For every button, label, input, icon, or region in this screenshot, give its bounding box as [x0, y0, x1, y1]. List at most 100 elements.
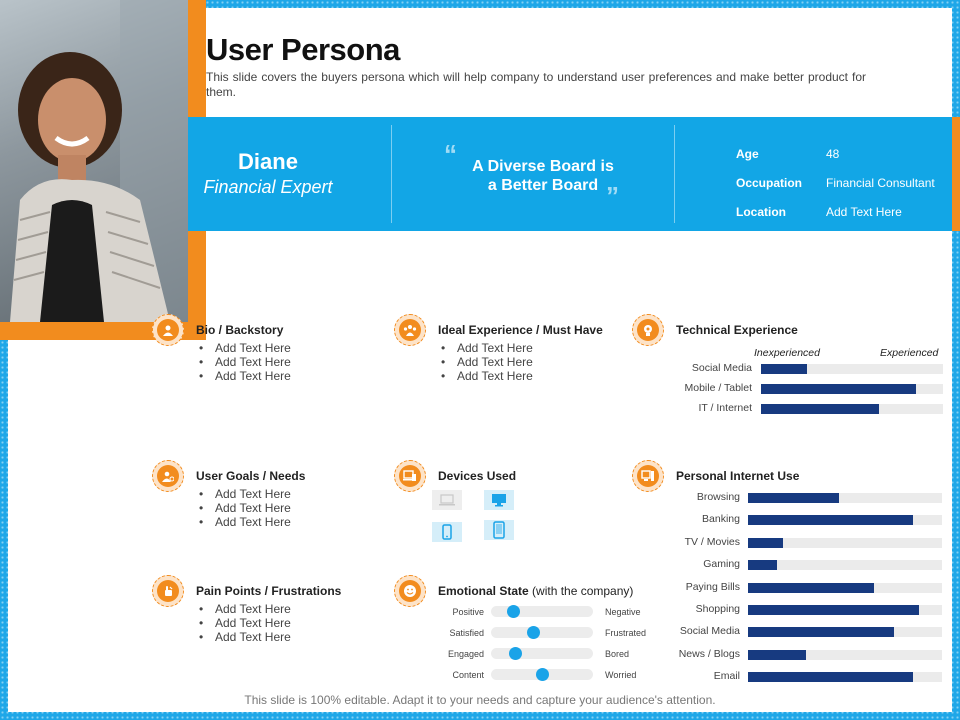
location-value: Add Text Here — [826, 205, 902, 219]
persona-role: Financial Expert — [203, 177, 333, 197]
bar-track — [748, 605, 942, 615]
bar — [748, 582, 875, 593]
emotion-right-label: Frustrated — [605, 628, 647, 638]
location-label: Location — [736, 205, 786, 219]
desktop-icon — [484, 490, 514, 510]
banner-accent — [952, 117, 960, 231]
bar — [748, 493, 840, 503]
group-icon — [394, 314, 426, 346]
persona-quote: A Diverse Board is a Better Board — [458, 157, 628, 195]
slider-handle[interactable] — [507, 605, 521, 618]
bar-track — [748, 582, 942, 593]
bar-label: Gaming — [703, 558, 740, 571]
persona-banner: Diane Financial Expert “ ” A Diverse Boa… — [188, 117, 960, 231]
banner-divider — [391, 125, 392, 223]
bar — [748, 537, 783, 548]
emotion-slider[interactable] — [491, 605, 593, 618]
internet-title: Personal Internet Use — [676, 469, 800, 483]
bar-track — [748, 627, 942, 638]
devices-icon — [394, 460, 426, 492]
quote-line: A Diverse Board is — [472, 158, 614, 175]
ideal-title: Ideal Experience / Must Have — [438, 323, 603, 337]
occupation-value: Financial Consultant — [826, 176, 935, 190]
page-title: User Persona — [206, 32, 400, 67]
bar-track — [761, 364, 943, 374]
person-icon — [152, 314, 184, 346]
emotion-left-label: Satisfied — [449, 628, 484, 638]
list-item: Add Text Here — [439, 341, 533, 355]
list-item: Add Text Here — [439, 355, 533, 369]
axis-high-label: Experienced — [880, 347, 939, 359]
close-quote-icon: ” — [606, 181, 619, 211]
bar — [748, 649, 807, 660]
quote-line: a Better Board — [487, 177, 599, 194]
goals-list: Add Text Here Add Text Here Add Text Her… — [197, 487, 291, 529]
list-item: Add Text Here — [197, 630, 291, 644]
list-item: Add Text Here — [197, 602, 291, 616]
list-item: Add Text Here — [197, 487, 291, 501]
bar — [761, 364, 807, 374]
age-value: 48 — [826, 147, 840, 161]
age-label: Age — [736, 147, 759, 161]
list-item: Add Text Here — [197, 616, 291, 630]
bar-track — [761, 384, 943, 394]
bar-track — [748, 560, 942, 571]
bar-track — [748, 493, 942, 503]
hand-pain-icon — [152, 575, 184, 607]
bar-label: Browsing — [696, 491, 740, 503]
persona-name: Diane — [238, 149, 298, 174]
list-item: Add Text Here — [197, 355, 291, 369]
emotion-right-label: Negative — [605, 607, 641, 617]
emotion-left-label: Positive — [452, 607, 484, 617]
pain-list: Add Text Here Add Text Here Add Text Her… — [197, 602, 291, 644]
list-item: Add Text Here — [197, 515, 291, 529]
page-subtitle: This slide covers the buyers persona whi… — [206, 70, 866, 99]
occupation-label: Occupation — [736, 176, 803, 190]
laptop-icon — [432, 490, 462, 510]
list-item: Add Text Here — [197, 501, 291, 515]
bar-label: Email — [713, 670, 740, 683]
bar-track — [748, 672, 942, 683]
bar-label: News / Blogs — [678, 647, 740, 660]
user-target-icon — [152, 460, 184, 492]
head-gear-icon — [632, 314, 664, 346]
bar-track — [748, 649, 942, 660]
slider-handle[interactable] — [526, 626, 540, 639]
ideal-list: Add Text Here Add Text Here Add Text Her… — [439, 341, 533, 383]
bar-label: Paying Bills — [685, 580, 740, 593]
bio-list: Add Text Here Add Text Here Add Text Her… — [197, 341, 291, 383]
emotion-left-label: Content — [452, 670, 484, 680]
bar-label: Social Media — [679, 625, 740, 638]
technical-title: Technical Experience — [676, 323, 798, 337]
bar-label: Mobile / Tablet — [684, 382, 752, 394]
persona-photo — [0, 0, 188, 322]
emotion-left-label: Engaged — [447, 649, 484, 659]
pain-title: Pain Points / Frustrations — [196, 584, 342, 598]
emotional-title: Emotional State (with the company) — [438, 584, 633, 598]
emotion-right-label: Bored — [605, 649, 630, 659]
bar — [748, 515, 913, 526]
smartphone-icon — [432, 522, 462, 542]
smiley-icon — [394, 575, 426, 607]
emotion-slider[interactable] — [491, 647, 593, 660]
emotion-slider[interactable] — [491, 668, 593, 681]
bar-label: Social Media — [691, 362, 752, 374]
bar — [748, 605, 919, 615]
bar — [761, 384, 916, 394]
persona-photo-frame — [0, 0, 206, 340]
slider-handle[interactable] — [536, 668, 549, 681]
bar — [748, 560, 778, 571]
slider-handle[interactable] — [509, 647, 523, 660]
open-quote-icon: “ — [444, 139, 457, 169]
devices-title: Devices Used — [438, 469, 517, 483]
bar-label: TV / Movies — [684, 535, 740, 548]
bar — [748, 672, 913, 683]
emotion-slider[interactable] — [491, 626, 593, 639]
bar-label: Shopping — [695, 603, 740, 615]
bio-title: Bio / Backstory — [196, 323, 284, 337]
emotional-title-bold: Emotional State — [438, 584, 529, 598]
goals-title: User Goals / Needs — [196, 469, 306, 483]
tablet-icon — [484, 520, 514, 540]
banner-divider — [674, 125, 675, 223]
